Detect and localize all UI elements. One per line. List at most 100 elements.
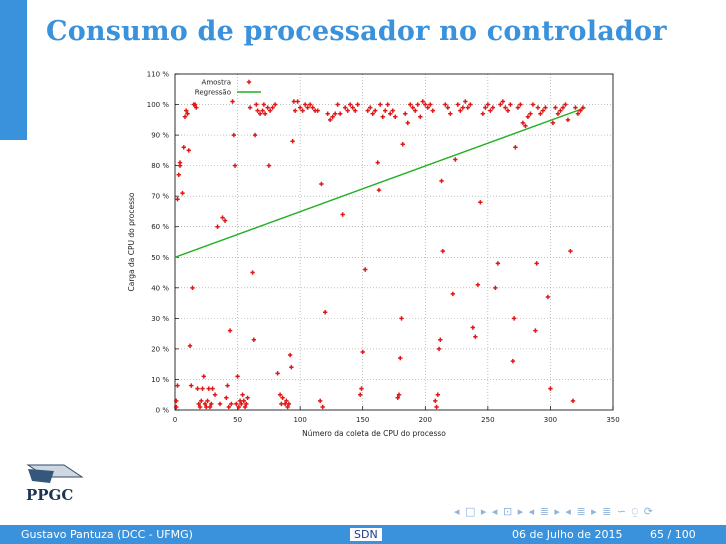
sample-point <box>239 401 244 407</box>
sample-point <box>327 117 333 123</box>
sample-point <box>473 334 478 339</box>
sample-point <box>317 398 323 404</box>
sample-point <box>498 102 503 107</box>
sample-point <box>500 99 506 104</box>
legend-label-regression: Regressão <box>195 89 231 97</box>
sample-point <box>483 105 488 110</box>
sample-point <box>206 386 211 391</box>
sample-point <box>515 105 521 110</box>
plot-frame <box>174 73 614 411</box>
sample-point <box>535 105 541 110</box>
sample-point <box>175 383 180 388</box>
sample-point <box>350 105 355 110</box>
sample-point <box>560 105 566 110</box>
sample-point <box>282 401 288 407</box>
sample-point <box>393 114 398 119</box>
ppgc-logo: PPGC <box>26 464 84 504</box>
x-tick-label: 350 <box>606 416 619 424</box>
footer-date: 06 de Julho de 2015 <box>512 528 623 541</box>
sample-point <box>390 108 395 113</box>
sample-point <box>443 102 448 107</box>
sample-point <box>433 398 438 404</box>
sample-point <box>410 105 415 110</box>
sample-point <box>185 111 190 116</box>
sample-point <box>376 187 382 193</box>
sample-point <box>405 120 410 126</box>
sample-point <box>580 105 586 110</box>
sample-point <box>550 120 556 126</box>
sample-point <box>335 102 340 107</box>
y-axis-label: Carga da CPU do processo <box>127 192 136 291</box>
sample-point <box>388 111 393 116</box>
sample-point <box>287 352 293 358</box>
x-tick-label: 100 <box>293 416 306 424</box>
sample-point <box>463 99 468 104</box>
sample-point <box>212 392 218 397</box>
sample-point <box>247 105 253 110</box>
sample-point <box>257 111 263 116</box>
sample-point <box>396 392 402 397</box>
sample-point <box>565 117 571 123</box>
sample-point <box>380 114 385 119</box>
sample-point <box>403 111 408 116</box>
sample-point <box>558 108 563 113</box>
beamer-navigation[interactable]: ◂ □ ▸ ◂ ⊡ ▸ ◂ ≣ ▸ ◂ ≣ ▸ ≣ ∽ ⍜ ⟳ <box>454 505 654 518</box>
sample-point <box>553 105 558 110</box>
sample-point <box>363 267 368 272</box>
y-tick-label: 0 % <box>156 407 170 415</box>
sample-point <box>250 270 255 275</box>
sample-point <box>235 374 240 379</box>
x-tick-label: 150 <box>356 416 369 424</box>
sample-point <box>578 108 583 113</box>
sample-point <box>262 111 268 116</box>
sample-point <box>229 401 234 407</box>
sample-point <box>370 111 375 116</box>
sample-point <box>295 99 300 104</box>
sample-point <box>548 386 553 391</box>
sample-point <box>490 105 496 110</box>
sample-point <box>545 294 551 300</box>
sample-point <box>261 102 267 107</box>
sample-point <box>575 111 581 116</box>
sample-point <box>470 325 476 330</box>
sample-point <box>220 215 225 220</box>
y-tick-label: 70 % <box>151 193 169 201</box>
footer-page-number: 65 / 100 <box>650 528 696 541</box>
sample-point <box>395 395 400 400</box>
sample-point <box>242 404 248 410</box>
sample-point <box>266 163 272 168</box>
sample-point <box>428 102 433 107</box>
sample-point <box>528 111 533 116</box>
sample-point <box>398 355 403 361</box>
x-tick-label: 0 <box>173 416 177 424</box>
sample-point <box>538 111 543 116</box>
sample-point <box>277 392 283 397</box>
sample-point <box>285 404 290 410</box>
sample-point <box>202 401 208 407</box>
sample-point <box>267 108 273 113</box>
sample-point <box>174 404 179 410</box>
sample-point <box>187 343 193 349</box>
sample-point <box>435 392 440 397</box>
sample-point <box>503 105 508 110</box>
sample-point <box>555 111 561 116</box>
sample-point <box>205 398 210 404</box>
sample-point <box>475 282 481 287</box>
sample-point <box>458 108 463 113</box>
sample-point <box>436 346 442 352</box>
sample-point <box>270 105 275 110</box>
sample-point <box>505 108 511 113</box>
sample-point <box>518 102 523 107</box>
sample-point <box>265 105 270 110</box>
sample-point <box>439 178 444 184</box>
sample-point <box>480 111 486 116</box>
x-tick-label: 250 <box>481 416 494 424</box>
sample-point <box>260 108 265 113</box>
sample-point <box>373 108 378 113</box>
regression-line <box>174 106 586 258</box>
sample-point <box>534 261 539 266</box>
sample-point <box>378 102 383 107</box>
sample-point <box>174 398 179 404</box>
sample-point <box>234 401 239 407</box>
sample-point <box>400 142 405 147</box>
